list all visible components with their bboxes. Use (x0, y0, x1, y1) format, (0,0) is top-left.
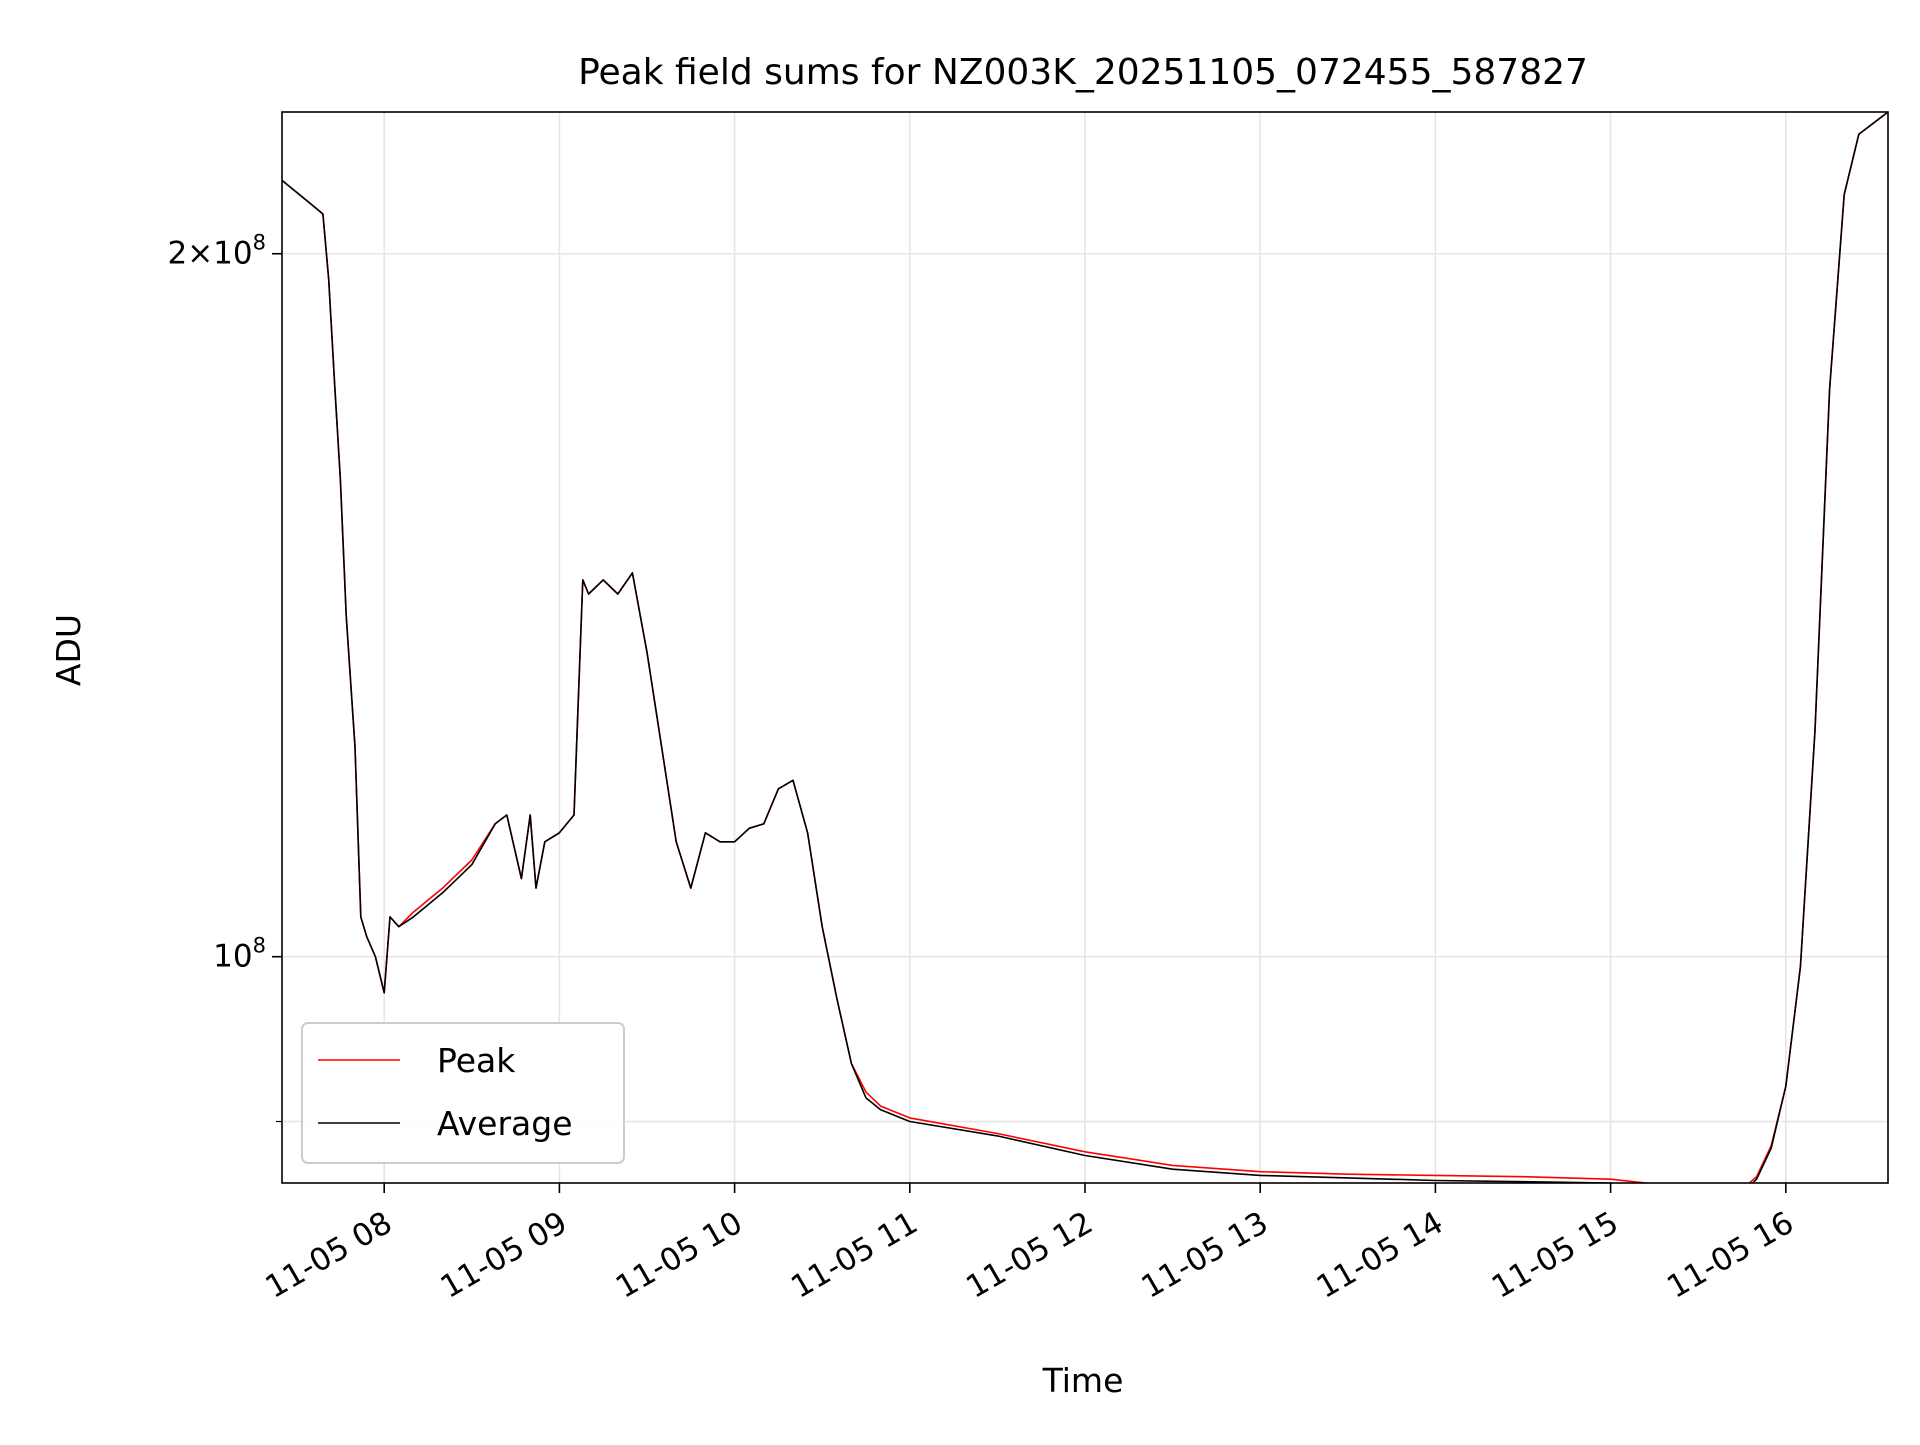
y-axis-label: ADU (49, 614, 88, 686)
y-tick-exponent: 8 (253, 231, 266, 255)
series-layer (282, 112, 1888, 1183)
y-tick-mantissa: 2 (167, 236, 187, 272)
chart-title: Peak field sums for NZ003K_20251105_0724… (578, 52, 1588, 93)
legend-box (301, 1022, 625, 1164)
y-tick-times: × (187, 236, 213, 272)
y-tick-label: 108 (213, 934, 266, 975)
legend-label-average: Average (437, 1104, 573, 1143)
legend: Peak Average (301, 1022, 625, 1164)
x-axis-label: Time (1042, 1361, 1124, 1400)
legend-label-peak: Peak (437, 1041, 516, 1080)
y-tick-exponent: 8 (253, 934, 266, 958)
series-line-average (282, 112, 1888, 1183)
y-tick-base: 10 (213, 236, 252, 272)
y-tick-label: 2×108 (167, 231, 266, 272)
y-tick-base: 10 (213, 939, 252, 975)
